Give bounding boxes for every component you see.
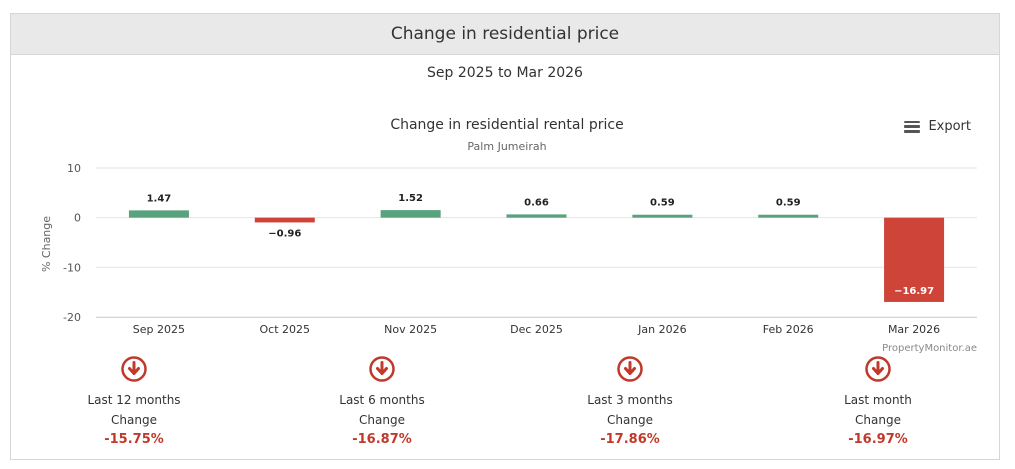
summary-sub: Change (855, 413, 901, 427)
x-tick-label: Jan 2026 (637, 323, 686, 336)
down-arrow-circle-icon (121, 356, 147, 382)
summary-period: Last month (844, 393, 912, 407)
x-tick-label: Mar 2026 (888, 323, 940, 336)
down-arrow-circle-icon (865, 356, 891, 382)
price-change-panel: Change in residential price Sep 2025 to … (10, 13, 1000, 460)
summary-sub: Change (111, 413, 157, 427)
summary-value: -16.87% (352, 432, 412, 447)
summary-value: -15.75% (104, 432, 164, 447)
credit-link[interactable]: PropertyMonitor.ae (882, 343, 977, 354)
bar[interactable] (380, 210, 441, 218)
axes: 10 0 -10 -20 Sep 2025 Oct 2025 Nov 2025 Dec 202… (63, 162, 977, 336)
bar-chart: 10 0 -10 -20 Sep 2025 Oct 2025 Nov 2025 Dec 202… (40, 117, 977, 354)
down-arrow-circle-icon (617, 356, 643, 382)
summary-item: Last 6 months Change -16.87% (282, 356, 482, 450)
summary-sub: Change (359, 413, 405, 427)
summary-item: Last 3 months Change -17.86% (530, 356, 730, 450)
menu-icon (904, 120, 921, 133)
data-label: 1.47 (147, 193, 172, 204)
down-arrow-circle-icon (369, 356, 395, 382)
summary-sub: Change (607, 413, 653, 427)
summary-value: -17.86% (600, 432, 660, 447)
data-label: 0.59 (776, 198, 801, 209)
bar[interactable] (254, 217, 315, 223)
summary-period: Last 12 months (87, 393, 181, 407)
y-tick-label: 0 (74, 212, 81, 225)
bars (128, 210, 945, 302)
summary-item: Last 12 months Change -15.75% (34, 356, 234, 450)
summary-period: Last 3 months (587, 393, 673, 407)
data-label: 1.52 (398, 193, 423, 204)
x-tick-label: Sep 2025 (133, 323, 185, 336)
bar[interactable] (758, 214, 819, 218)
y-tick-label: 10 (67, 162, 81, 175)
x-tick-label: Oct 2025 (260, 323, 311, 336)
bar[interactable] (128, 210, 189, 218)
chart-title: Change in residential rental price (390, 117, 623, 133)
y-tick-label: -10 (63, 261, 81, 274)
export-button[interactable]: Export (904, 119, 971, 134)
data-labels: 1.47 −0.96 1.52 0.66 0.59 0.59 −16.97 (147, 193, 935, 297)
bar[interactable] (884, 217, 945, 302)
x-tick-label: Dec 2025 (510, 323, 563, 336)
x-tick-label: Feb 2026 (763, 323, 814, 336)
data-label: 0.66 (524, 197, 549, 208)
summary-item: Last month Change -16.97% (778, 356, 978, 450)
chart-subtitle: Palm Jumeirah (467, 140, 546, 153)
period-range: Sep 2025 to Mar 2026 (427, 65, 583, 81)
y-axis-label: % Change (40, 216, 53, 272)
grid-lines (96, 167, 977, 318)
data-label: 0.59 (650, 198, 675, 209)
data-label: −16.97 (894, 286, 934, 297)
summary-value: -16.97% (848, 432, 908, 447)
summary-period: Last 6 months (339, 393, 425, 407)
export-label: Export (928, 119, 971, 134)
x-tick-label: Nov 2025 (384, 323, 437, 336)
bar[interactable] (506, 214, 567, 218)
bar[interactable] (632, 214, 693, 218)
y-tick-label: -20 (63, 311, 81, 324)
data-label: −0.96 (268, 228, 301, 239)
panel-title: Change in residential price (11, 14, 999, 55)
